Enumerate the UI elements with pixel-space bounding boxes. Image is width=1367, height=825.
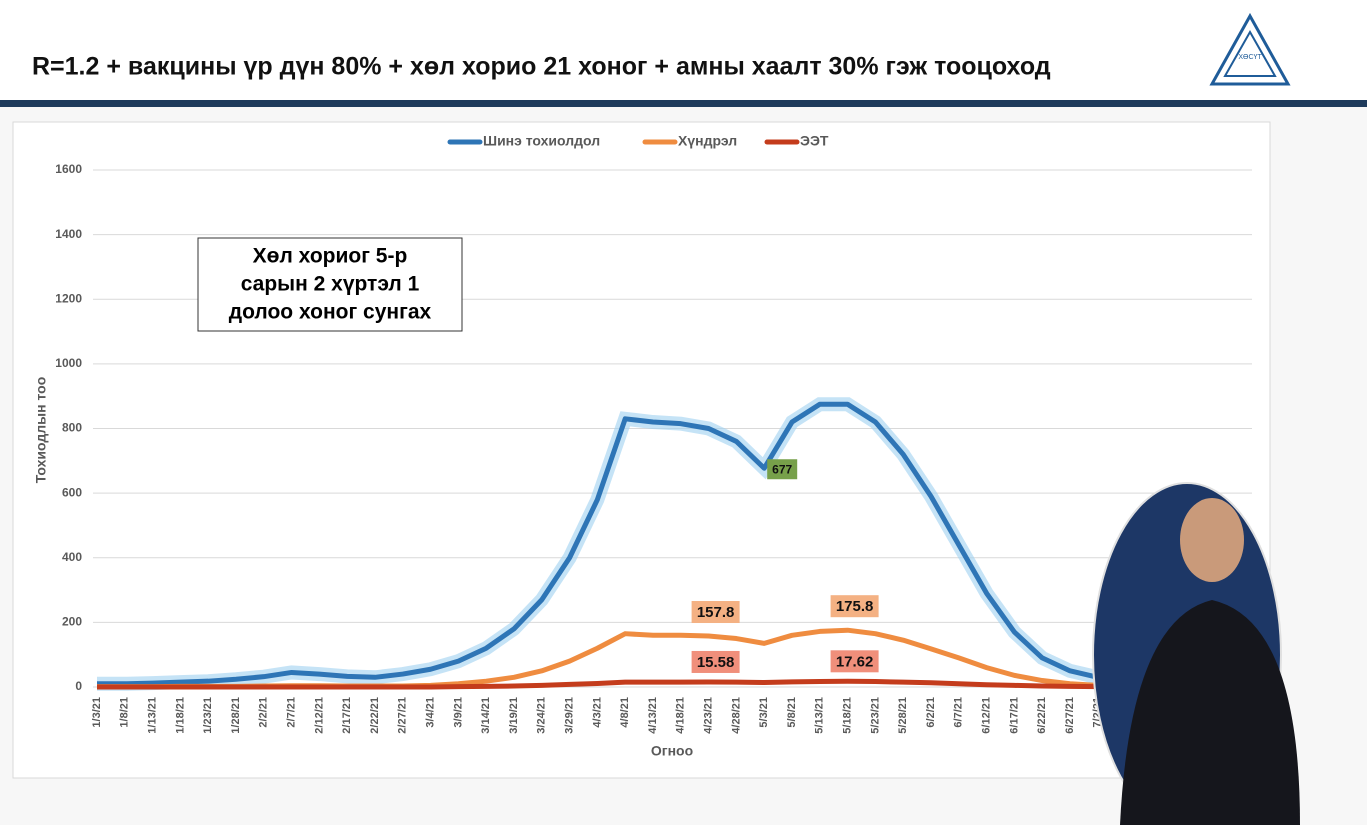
x-tick-label: 2/17/21 xyxy=(341,697,353,734)
x-tick-label: 1/18/21 xyxy=(174,697,186,734)
x-tick-label: 3/29/21 xyxy=(564,697,576,734)
x-tick-label: 6/17/21 xyxy=(1008,697,1020,734)
x-tick-label: 1/23/21 xyxy=(202,697,214,734)
x-tick-label: 1/8/21 xyxy=(119,697,131,728)
y-tick-label: 600 xyxy=(62,485,82,499)
data-label-bg xyxy=(830,650,879,673)
annotation-line: сарын 2 хүртэл 1 xyxy=(241,273,420,296)
y-tick-label: 800 xyxy=(62,421,82,435)
x-tick-label: 2/2/21 xyxy=(258,697,270,728)
annotation-box: Хөл хориог 5-р сарын 2 хүртэл 1 долоо хо… xyxy=(197,237,463,332)
x-tick-label: 6/2/21 xyxy=(925,697,937,728)
x-tick-label: 4/23/21 xyxy=(703,697,715,734)
x-tick-label: 5/13/21 xyxy=(814,697,826,734)
data-label: 157.8 xyxy=(697,604,735,621)
y-tick-label: 1200 xyxy=(55,291,82,305)
plot: 0 200 400 600 800 1000 1200 1400 1600 1/3/21 1/8/2… xyxy=(33,133,1252,759)
x-tick-label: 5/28/21 xyxy=(897,697,909,734)
x-tick-label: 4/18/21 xyxy=(675,697,687,734)
x-tick-label: 1/28/21 xyxy=(230,697,242,734)
y-tick-label: 400 xyxy=(62,550,82,564)
x-tick-label: 2/12/21 xyxy=(313,697,325,734)
x-tick-label: 1/3/21 xyxy=(91,697,103,728)
x-tick-label: 2/7/21 xyxy=(286,697,298,728)
data-label-bg xyxy=(830,595,879,618)
x-tick-label: 6/22/21 xyxy=(1036,697,1048,734)
y-tick-label: 1000 xyxy=(55,356,82,370)
x-tick-label: 4/13/21 xyxy=(647,697,659,734)
x-tick-label: 2/27/21 xyxy=(397,697,409,734)
legend-label: Хүндрэл xyxy=(678,133,737,149)
x-tick-label: 3/9/21 xyxy=(452,697,464,728)
x-tick-label: 3/4/21 xyxy=(425,697,437,728)
y-tick-label: 1400 xyxy=(55,227,82,241)
series-line xyxy=(97,401,1099,687)
x-tick-label: 3/24/21 xyxy=(536,697,548,734)
interpreter-body xyxy=(1120,600,1300,825)
logo-text: ХӨСҮТ xyxy=(1238,54,1262,61)
y-axis-label: Тохиодлын тоо xyxy=(33,377,49,484)
y-tick-label: 1600 xyxy=(55,162,82,176)
interpreter-face xyxy=(1180,498,1244,582)
x-tick-label: 5/18/21 xyxy=(842,697,854,734)
x-tick-label: 4/28/21 xyxy=(730,697,742,734)
x-tick-label: 6/12/21 xyxy=(981,697,993,734)
data-label-bg xyxy=(691,601,740,624)
annotation-line: долоо хоног сунгах xyxy=(229,301,432,324)
logo: ХӨСҮТ xyxy=(1209,12,1291,86)
x-tick-label: 6/7/21 xyxy=(953,697,965,728)
data-label: 17.62 xyxy=(836,653,874,670)
x-tick-label: 4/3/21 xyxy=(591,697,603,728)
x-axis-label: Огноо xyxy=(651,743,693,759)
header-rule xyxy=(0,100,1367,107)
series-line xyxy=(97,678,1098,690)
x-tick-label: 5/23/21 xyxy=(869,697,881,734)
data-label-bg xyxy=(691,650,740,673)
data-label-bg xyxy=(767,459,798,480)
annotation-line: Хөл хориог 5-р xyxy=(253,245,408,268)
y-tick-label: 0 xyxy=(75,679,82,693)
data-label: 677 xyxy=(772,462,792,476)
x-tick-label: 5/8/21 xyxy=(786,697,798,728)
annotation-frame xyxy=(197,237,463,332)
legend-label: ЭЭТ xyxy=(800,133,829,149)
x-tick-label: 4/8/21 xyxy=(619,697,631,728)
y-tick-label: 200 xyxy=(62,615,82,629)
data-label: 15.58 xyxy=(697,654,735,671)
x-tick-label: 6/27/21 xyxy=(1064,697,1076,734)
header-bg xyxy=(0,0,1367,100)
x-tick-label: 3/14/21 xyxy=(480,697,492,734)
x-tick-label: 1/13/21 xyxy=(147,697,159,734)
legend-label: Шинэ тохиолдол xyxy=(483,133,600,149)
data-label: 175.8 xyxy=(836,598,874,615)
slide-title: R=1.2 + вакцины үр дүн 80% + хөл хорио 2… xyxy=(32,53,1051,81)
x-tick-label: 3/19/21 xyxy=(508,697,520,734)
x-tick-label: 5/3/21 xyxy=(758,697,770,728)
x-tick-label: 2/22/21 xyxy=(369,697,381,734)
